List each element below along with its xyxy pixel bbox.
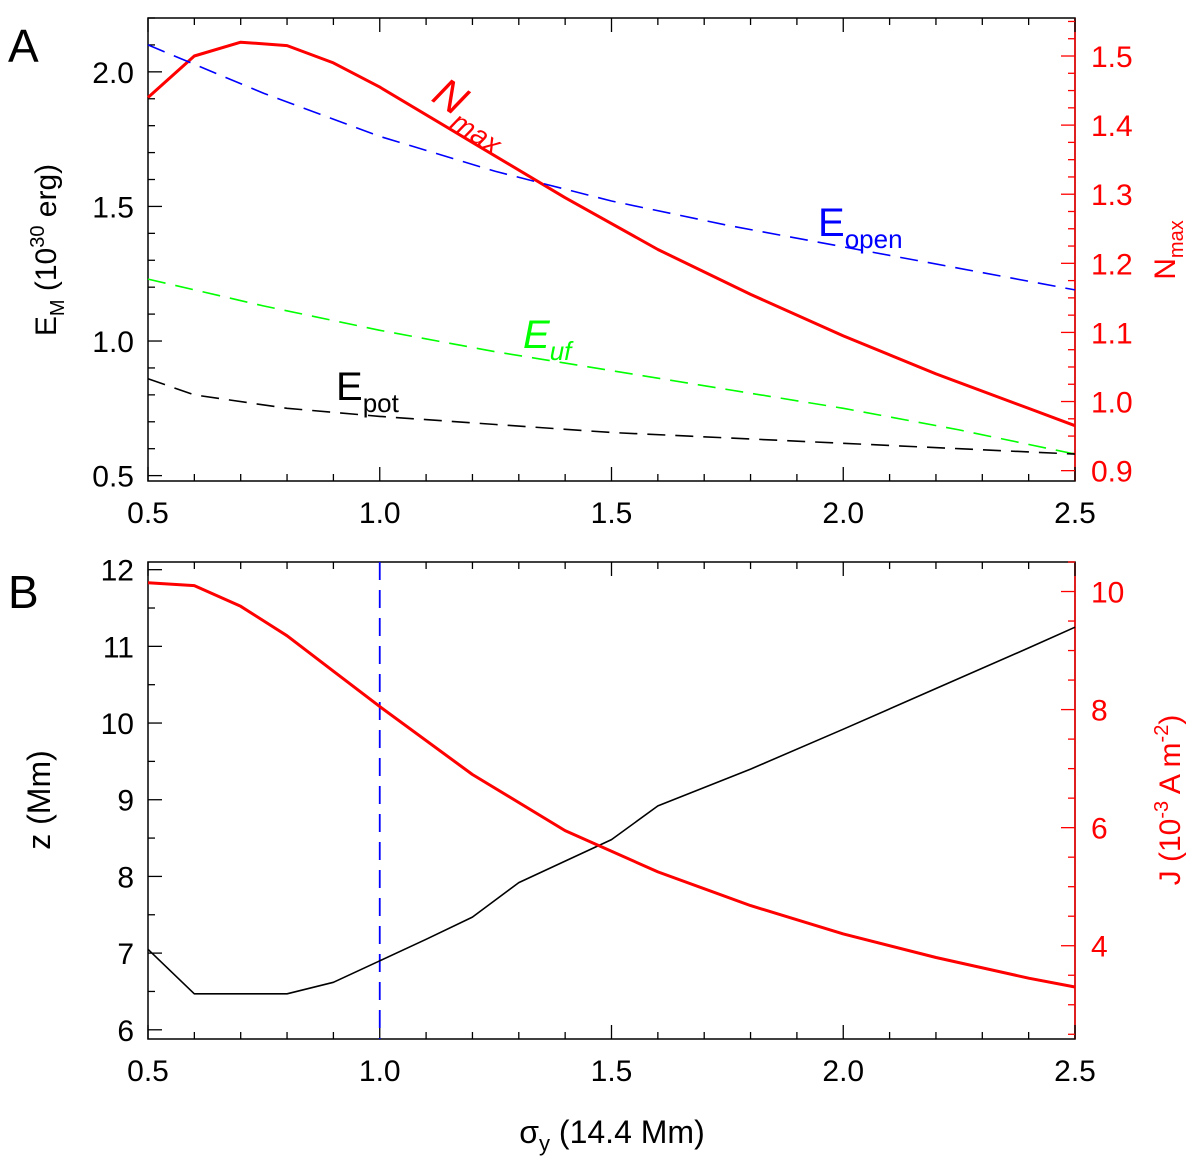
series-line-e-open bbox=[147, 44, 1076, 291]
y-tick-label-left-b: 11 bbox=[103, 631, 134, 664]
x-tick-label-a: 2.5 bbox=[1054, 497, 1096, 530]
y-tick-label-right-a: 1.0 bbox=[1091, 387, 1133, 420]
y-tick-label-left-a: 1.5 bbox=[92, 191, 134, 224]
panel-a: 0.5 1.0 1.5 2.0 2.5 0.5 1.0 1.5 2.0 0.9 1.0 1.1 1.2 1… bbox=[8, 17, 1188, 530]
series-line-j bbox=[147, 581, 1076, 989]
series-line-e-uf bbox=[147, 278, 1076, 455]
y-tick-label-right-b: 6 bbox=[1091, 813, 1108, 846]
y-tick-label-right-a: 1.1 bbox=[1091, 317, 1133, 350]
x-tick-label-b: 2.5 bbox=[1054, 1055, 1096, 1088]
panel-b-ylabel-right: J (10-3 A m-2) bbox=[1151, 715, 1187, 886]
y-tick-label-left-a: 1.0 bbox=[92, 326, 134, 359]
y-tick-label-left-b: 7 bbox=[117, 938, 134, 971]
panel-a-series bbox=[146, 40, 1076, 455]
y-tick-label-left-b: 10 bbox=[101, 708, 134, 741]
y-tick-label-right-b: 10 bbox=[1091, 577, 1124, 610]
panel-a-ylabel-right: Nmax bbox=[1149, 220, 1188, 279]
y-tick-label-right-a: 1.5 bbox=[1091, 41, 1133, 74]
panel-a-ylabel-left: EM (1030 erg) bbox=[27, 164, 69, 336]
y-tick-label-right-a: 0.9 bbox=[1091, 456, 1133, 489]
label-e-uf: Euf bbox=[523, 313, 574, 366]
y-tick-label-left-a: 2.0 bbox=[92, 57, 134, 90]
y-tick-label-left-b: 9 bbox=[117, 785, 134, 818]
label-n-max: Nmax bbox=[420, 68, 521, 161]
series-line-n-max bbox=[146, 40, 1076, 428]
panel-b-ticks: 0.5 1.0 1.5 2.0 2.5 6 7 8 9 10 11 12 4 6 8 10 bbox=[101, 555, 1125, 1088]
y-tick-label-right-b: 8 bbox=[1091, 695, 1108, 728]
panel-b-frame bbox=[147, 561, 1076, 1040]
panel-b-xlabel: σy (14.4 Mm) bbox=[519, 1114, 704, 1156]
x-tick-label-b: 1.0 bbox=[359, 1055, 401, 1088]
y-tick-label-right-b: 4 bbox=[1091, 931, 1108, 964]
x-tick-label-a: 2.0 bbox=[822, 497, 864, 530]
label-e-open: Eopen bbox=[818, 201, 903, 254]
series-line-z bbox=[147, 626, 1076, 995]
label-e-pot: Epot bbox=[336, 365, 400, 418]
x-tick-label-b: 2.0 bbox=[822, 1055, 864, 1088]
y-tick-label-right-a: 1.2 bbox=[1091, 248, 1133, 281]
panel-a-frame bbox=[147, 17, 1076, 482]
panel-b-ylabel-left: z (Mm) bbox=[21, 750, 57, 850]
x-tick-label-a: 1.0 bbox=[359, 497, 401, 530]
x-tick-label-b: 1.5 bbox=[591, 1055, 633, 1088]
y-tick-label-left-b: 12 bbox=[101, 555, 134, 588]
panel-a-ticks: 0.5 1.0 1.5 2.0 2.5 0.5 1.0 1.5 2.0 0.9 1.0 1.1 1.2 1… bbox=[92, 17, 1133, 530]
x-tick-label-b: 0.5 bbox=[127, 1055, 169, 1088]
panel-a-label: A bbox=[8, 20, 39, 72]
y-tick-label-left-b: 8 bbox=[117, 861, 134, 894]
y-tick-label-right-a: 1.4 bbox=[1091, 110, 1133, 143]
y-tick-label-left-a: 0.5 bbox=[92, 461, 134, 494]
series-line-e-pot bbox=[147, 377, 1076, 455]
x-tick-label-a: 0.5 bbox=[127, 497, 169, 530]
panel-b-series bbox=[147, 562, 1076, 1039]
panel-b-label: B bbox=[8, 566, 39, 618]
x-tick-label-a: 1.5 bbox=[591, 497, 633, 530]
y-tick-label-right-a: 1.3 bbox=[1091, 179, 1133, 212]
y-tick-label-left-b: 6 bbox=[117, 1015, 134, 1048]
